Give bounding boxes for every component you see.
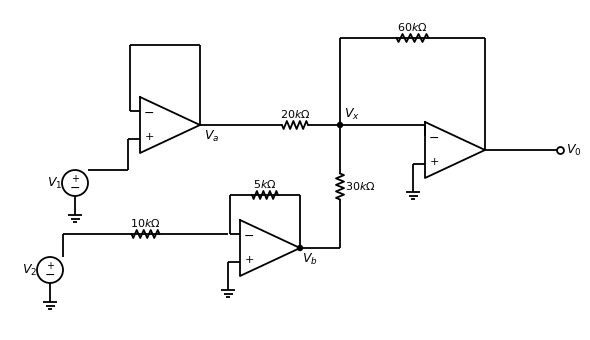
- Text: −: −: [144, 107, 154, 120]
- Circle shape: [337, 122, 343, 128]
- Text: +: +: [46, 261, 54, 271]
- Text: $V_2$: $V_2$: [22, 262, 38, 277]
- Text: −: −: [429, 132, 439, 145]
- Text: $V_a$: $V_a$: [204, 129, 219, 143]
- Text: −: −: [45, 269, 55, 282]
- Text: −: −: [244, 230, 254, 243]
- Text: +: +: [145, 132, 153, 142]
- Text: $V_1$: $V_1$: [47, 175, 63, 190]
- Text: $V_x$: $V_x$: [344, 106, 360, 122]
- Text: +: +: [71, 174, 79, 184]
- Text: −: −: [70, 182, 80, 194]
- Text: +: +: [430, 157, 439, 167]
- Circle shape: [297, 245, 303, 251]
- Text: $60k\Omega$: $60k\Omega$: [397, 21, 428, 33]
- Text: +: +: [244, 255, 254, 265]
- Text: $10k\Omega$: $10k\Omega$: [130, 217, 161, 229]
- Text: $30k\Omega$: $30k\Omega$: [345, 181, 375, 192]
- Text: $V_b$: $V_b$: [302, 252, 317, 267]
- Text: $5k\Omega$: $5k\Omega$: [253, 178, 277, 190]
- Text: $20k\Omega$: $20k\Omega$: [280, 108, 310, 120]
- Text: $V_0$: $V_0$: [566, 142, 582, 157]
